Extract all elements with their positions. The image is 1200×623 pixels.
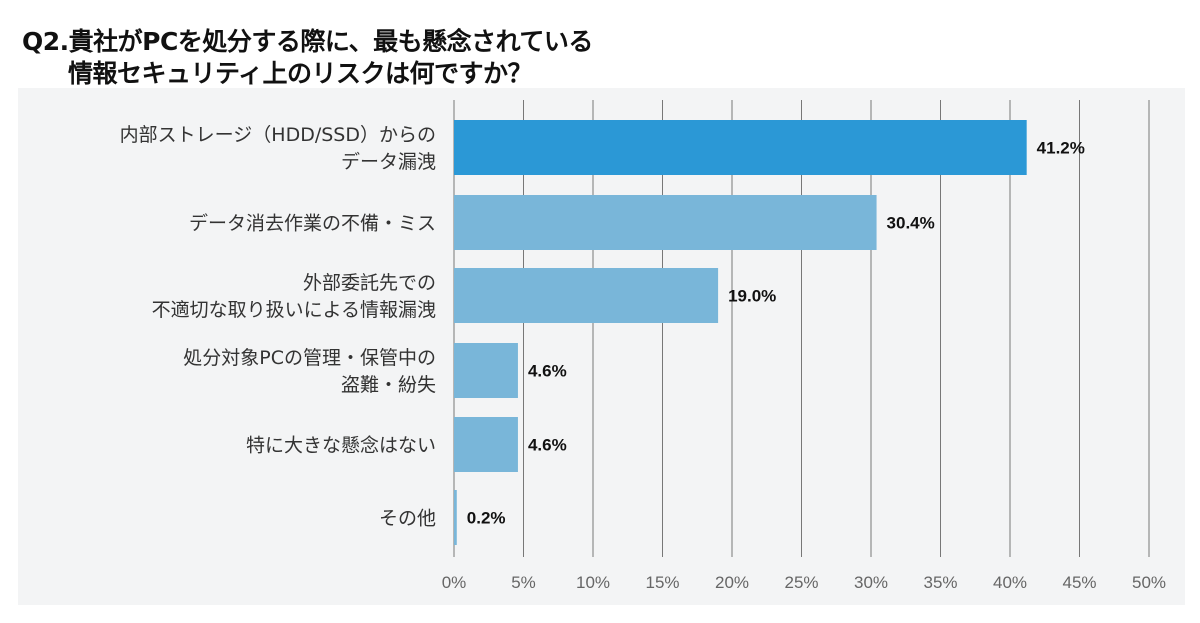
category-label: 盗難・紛失 [341, 374, 436, 396]
data-label: 41.2% [1037, 139, 1085, 158]
category-label: 内部ストレージ（HDD/SSD）からの [120, 124, 436, 146]
data-label: 19.0% [728, 287, 776, 306]
chart-title-line-2: 情報セキュリティ上のリスクは何ですか？ [68, 59, 533, 88]
bar [454, 268, 719, 323]
x-tick-label: 0% [442, 573, 467, 592]
bar [454, 417, 518, 472]
category-label: データ漏洩 [341, 151, 436, 173]
x-tick-label: 45% [1062, 573, 1096, 592]
x-tick-label: 20% [715, 573, 749, 592]
x-tick-label: 25% [784, 573, 818, 592]
category-label: その他 [379, 508, 436, 530]
data-label: 4.6% [528, 436, 567, 455]
x-tick-label: 30% [854, 573, 888, 592]
category-label: 特に大きな懸念はない [246, 434, 436, 457]
bar [454, 490, 457, 545]
x-tick-label: 40% [993, 573, 1027, 592]
data-label: 0.2% [467, 509, 506, 528]
data-label: 4.6% [528, 362, 567, 381]
bar [454, 343, 518, 398]
x-tick-label: 5% [511, 573, 536, 592]
x-tick-label: 35% [923, 573, 957, 592]
x-tick-label: 50% [1132, 573, 1166, 592]
bar [454, 195, 877, 250]
category-label: 処分対象PCの管理・保管中の [183, 347, 436, 369]
x-tick-label: 10% [576, 573, 610, 592]
category-label: 不適切な取り扱いによる情報漏洩 [152, 299, 436, 321]
category-label: 外部委託先での [303, 272, 436, 294]
data-label: 30.4% [887, 214, 935, 233]
bar [454, 120, 1027, 175]
x-tick-label: 15% [645, 573, 679, 592]
category-label: データ消去作業の不備・ミス [189, 213, 436, 235]
chart-title-line-1: Q2.貴社がPCを処分する際に、最も懸念されている [22, 27, 593, 56]
